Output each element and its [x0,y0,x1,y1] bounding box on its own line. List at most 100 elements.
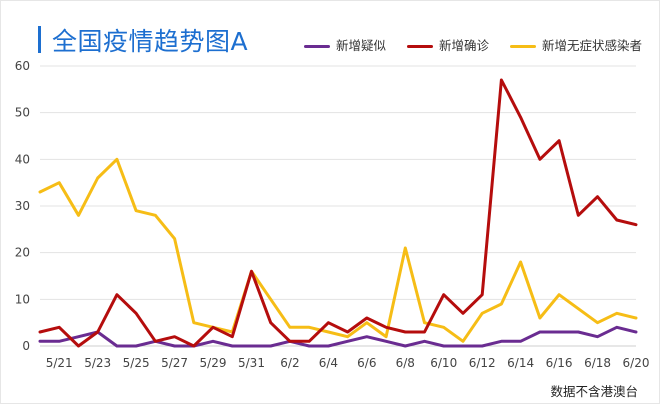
data-point-asymptomatic-6-19[interactable] [615,312,618,315]
data-point-asymptomatic-6-7[interactable] [384,335,388,338]
data-point-confirmed-6-9[interactable] [423,330,426,334]
data-point-suspected-5-25[interactable] [134,344,138,348]
data-point-confirmed-5-28[interactable] [192,344,196,348]
data-point-confirmed-6-8[interactable] [404,330,407,334]
data-point-suspected-5-22[interactable] [77,335,80,338]
data-point-confirmed-6-12[interactable] [480,293,484,296]
data-point-suspected-6-5[interactable] [346,340,349,343]
data-point-asymptomatic-6-1[interactable] [269,298,272,301]
data-point-asymptomatic-6-12[interactable] [480,312,484,315]
data-point-confirmed-6-18[interactable] [596,195,599,198]
data-point-asymptomatic-5-26[interactable] [154,214,157,217]
data-point-asymptomatic-6-20[interactable] [634,316,638,320]
data-point-suspected-6-18[interactable] [596,335,599,338]
data-point-suspected-6-11[interactable] [461,344,465,348]
x-tick-label-6-14: 6/14 [507,356,534,370]
data-point-asymptomatic-6-9[interactable] [423,321,426,324]
data-point-asymptomatic-5-27[interactable] [173,237,176,240]
chart-title: 全国疫情趋势图A [52,27,249,56]
data-point-asymptomatic-5-25[interactable] [134,209,138,212]
data-point-asymptomatic-5-21[interactable] [58,181,61,184]
data-point-suspected-5-24[interactable] [115,344,119,348]
data-point-asymptomatic-6-6[interactable] [365,321,369,324]
y-tick-label-0: 0 [22,339,30,353]
data-point-confirmed-6-7[interactable] [384,326,388,329]
data-point-confirmed-6-11[interactable] [461,312,465,315]
data-point-suspected-6-20[interactable] [634,330,638,334]
data-point-asymptomatic-5-24[interactable] [115,158,119,161]
data-point-suspected-5-29[interactable] [211,340,215,343]
data-point-suspected-6-4[interactable] [327,344,330,348]
data-point-suspected-6-9[interactable] [423,340,426,343]
data-point-suspected-6-10[interactable] [442,344,445,348]
data-point-asymptomatic-6-17[interactable] [577,307,580,310]
data-point-suspected-6-13[interactable] [500,340,503,343]
data-point-asymptomatic-5-22[interactable] [77,214,80,217]
data-point-asymptomatic-5-23[interactable] [96,176,99,180]
data-point-suspected-5-20[interactable] [38,340,42,343]
data-point-asymptomatic-6-8[interactable] [404,246,407,250]
data-point-suspected-6-7[interactable] [384,340,388,343]
x-tick-label-6-16: 6/16 [546,356,573,370]
x-tick-label-6-12: 6/12 [469,356,496,370]
data-point-asymptomatic-5-20[interactable] [38,190,42,194]
data-point-confirmed-6-1[interactable] [269,321,272,324]
data-point-asymptomatic-6-18[interactable] [596,321,599,324]
legend-swatch-asymptomatic [510,45,536,48]
data-point-suspected-6-14[interactable] [519,340,522,343]
data-point-suspected-6-8[interactable] [404,344,407,348]
data-point-confirmed-5-21[interactable] [58,326,61,329]
data-point-confirmed-5-31[interactable] [250,270,253,273]
data-point-asymptomatic-6-15[interactable] [538,316,542,320]
data-point-suspected-6-3[interactable] [307,344,311,348]
data-point-suspected-6-6[interactable] [365,335,369,338]
data-point-confirmed-6-15[interactable] [538,158,542,161]
data-point-suspected-5-30[interactable] [231,344,234,348]
data-point-suspected-6-17[interactable] [577,330,580,334]
data-point-asymptomatic-6-16[interactable] [557,293,561,296]
data-point-confirmed-6-6[interactable] [365,316,369,320]
data-point-confirmed-5-23[interactable] [96,330,99,334]
data-point-asymptomatic-6-2[interactable] [288,326,292,329]
data-point-asymptomatic-6-10[interactable] [442,326,445,329]
data-point-suspected-6-16[interactable] [557,330,561,334]
data-point-confirmed-6-14[interactable] [519,116,522,119]
data-point-suspected-5-31[interactable] [250,344,253,348]
data-point-asymptomatic-6-11[interactable] [461,340,465,343]
series-lines [38,78,638,348]
data-point-confirmed-6-2[interactable] [288,340,292,343]
data-point-confirmed-6-13[interactable] [500,78,503,82]
data-point-confirmed-6-10[interactable] [442,293,445,296]
data-point-confirmed-5-27[interactable] [173,335,176,338]
x-tick-label-6-18: 6/18 [584,356,611,370]
data-point-confirmed-5-20[interactable] [38,330,42,334]
legend-label-asymptomatic: 新增无症状感染者 [542,38,643,53]
data-point-confirmed-6-4[interactable] [327,321,330,324]
data-point-suspected-6-15[interactable] [538,330,542,334]
data-point-asymptomatic-6-5[interactable] [346,335,349,338]
data-point-asymptomatic-6-13[interactable] [500,302,503,306]
data-point-confirmed-6-3[interactable] [307,340,311,343]
data-point-asymptomatic-6-3[interactable] [307,326,311,329]
data-point-confirmed-6-16[interactable] [557,139,561,142]
data-point-confirmed-5-30[interactable] [231,335,234,338]
data-point-suspected-5-27[interactable] [173,344,176,348]
data-point-asymptomatic-6-4[interactable] [327,330,330,334]
data-point-confirmed-6-20[interactable] [634,223,638,226]
data-point-asymptomatic-6-14[interactable] [519,260,522,264]
data-point-confirmed-5-24[interactable] [115,293,119,296]
data-point-suspected-5-21[interactable] [58,340,61,343]
gridlines [40,65,636,347]
data-point-asymptomatic-5-28[interactable] [192,321,196,324]
data-point-confirmed-5-26[interactable] [154,340,157,343]
data-point-confirmed-5-29[interactable] [211,326,215,329]
data-point-confirmed-5-22[interactable] [77,344,80,348]
data-point-suspected-6-1[interactable] [269,344,272,348]
data-point-suspected-6-12[interactable] [480,344,484,348]
data-point-suspected-6-19[interactable] [615,326,618,329]
data-point-confirmed-5-25[interactable] [134,312,138,315]
data-point-confirmed-6-19[interactable] [615,218,618,222]
data-point-confirmed-6-5[interactable] [346,330,349,334]
data-point-confirmed-6-17[interactable] [577,214,580,217]
